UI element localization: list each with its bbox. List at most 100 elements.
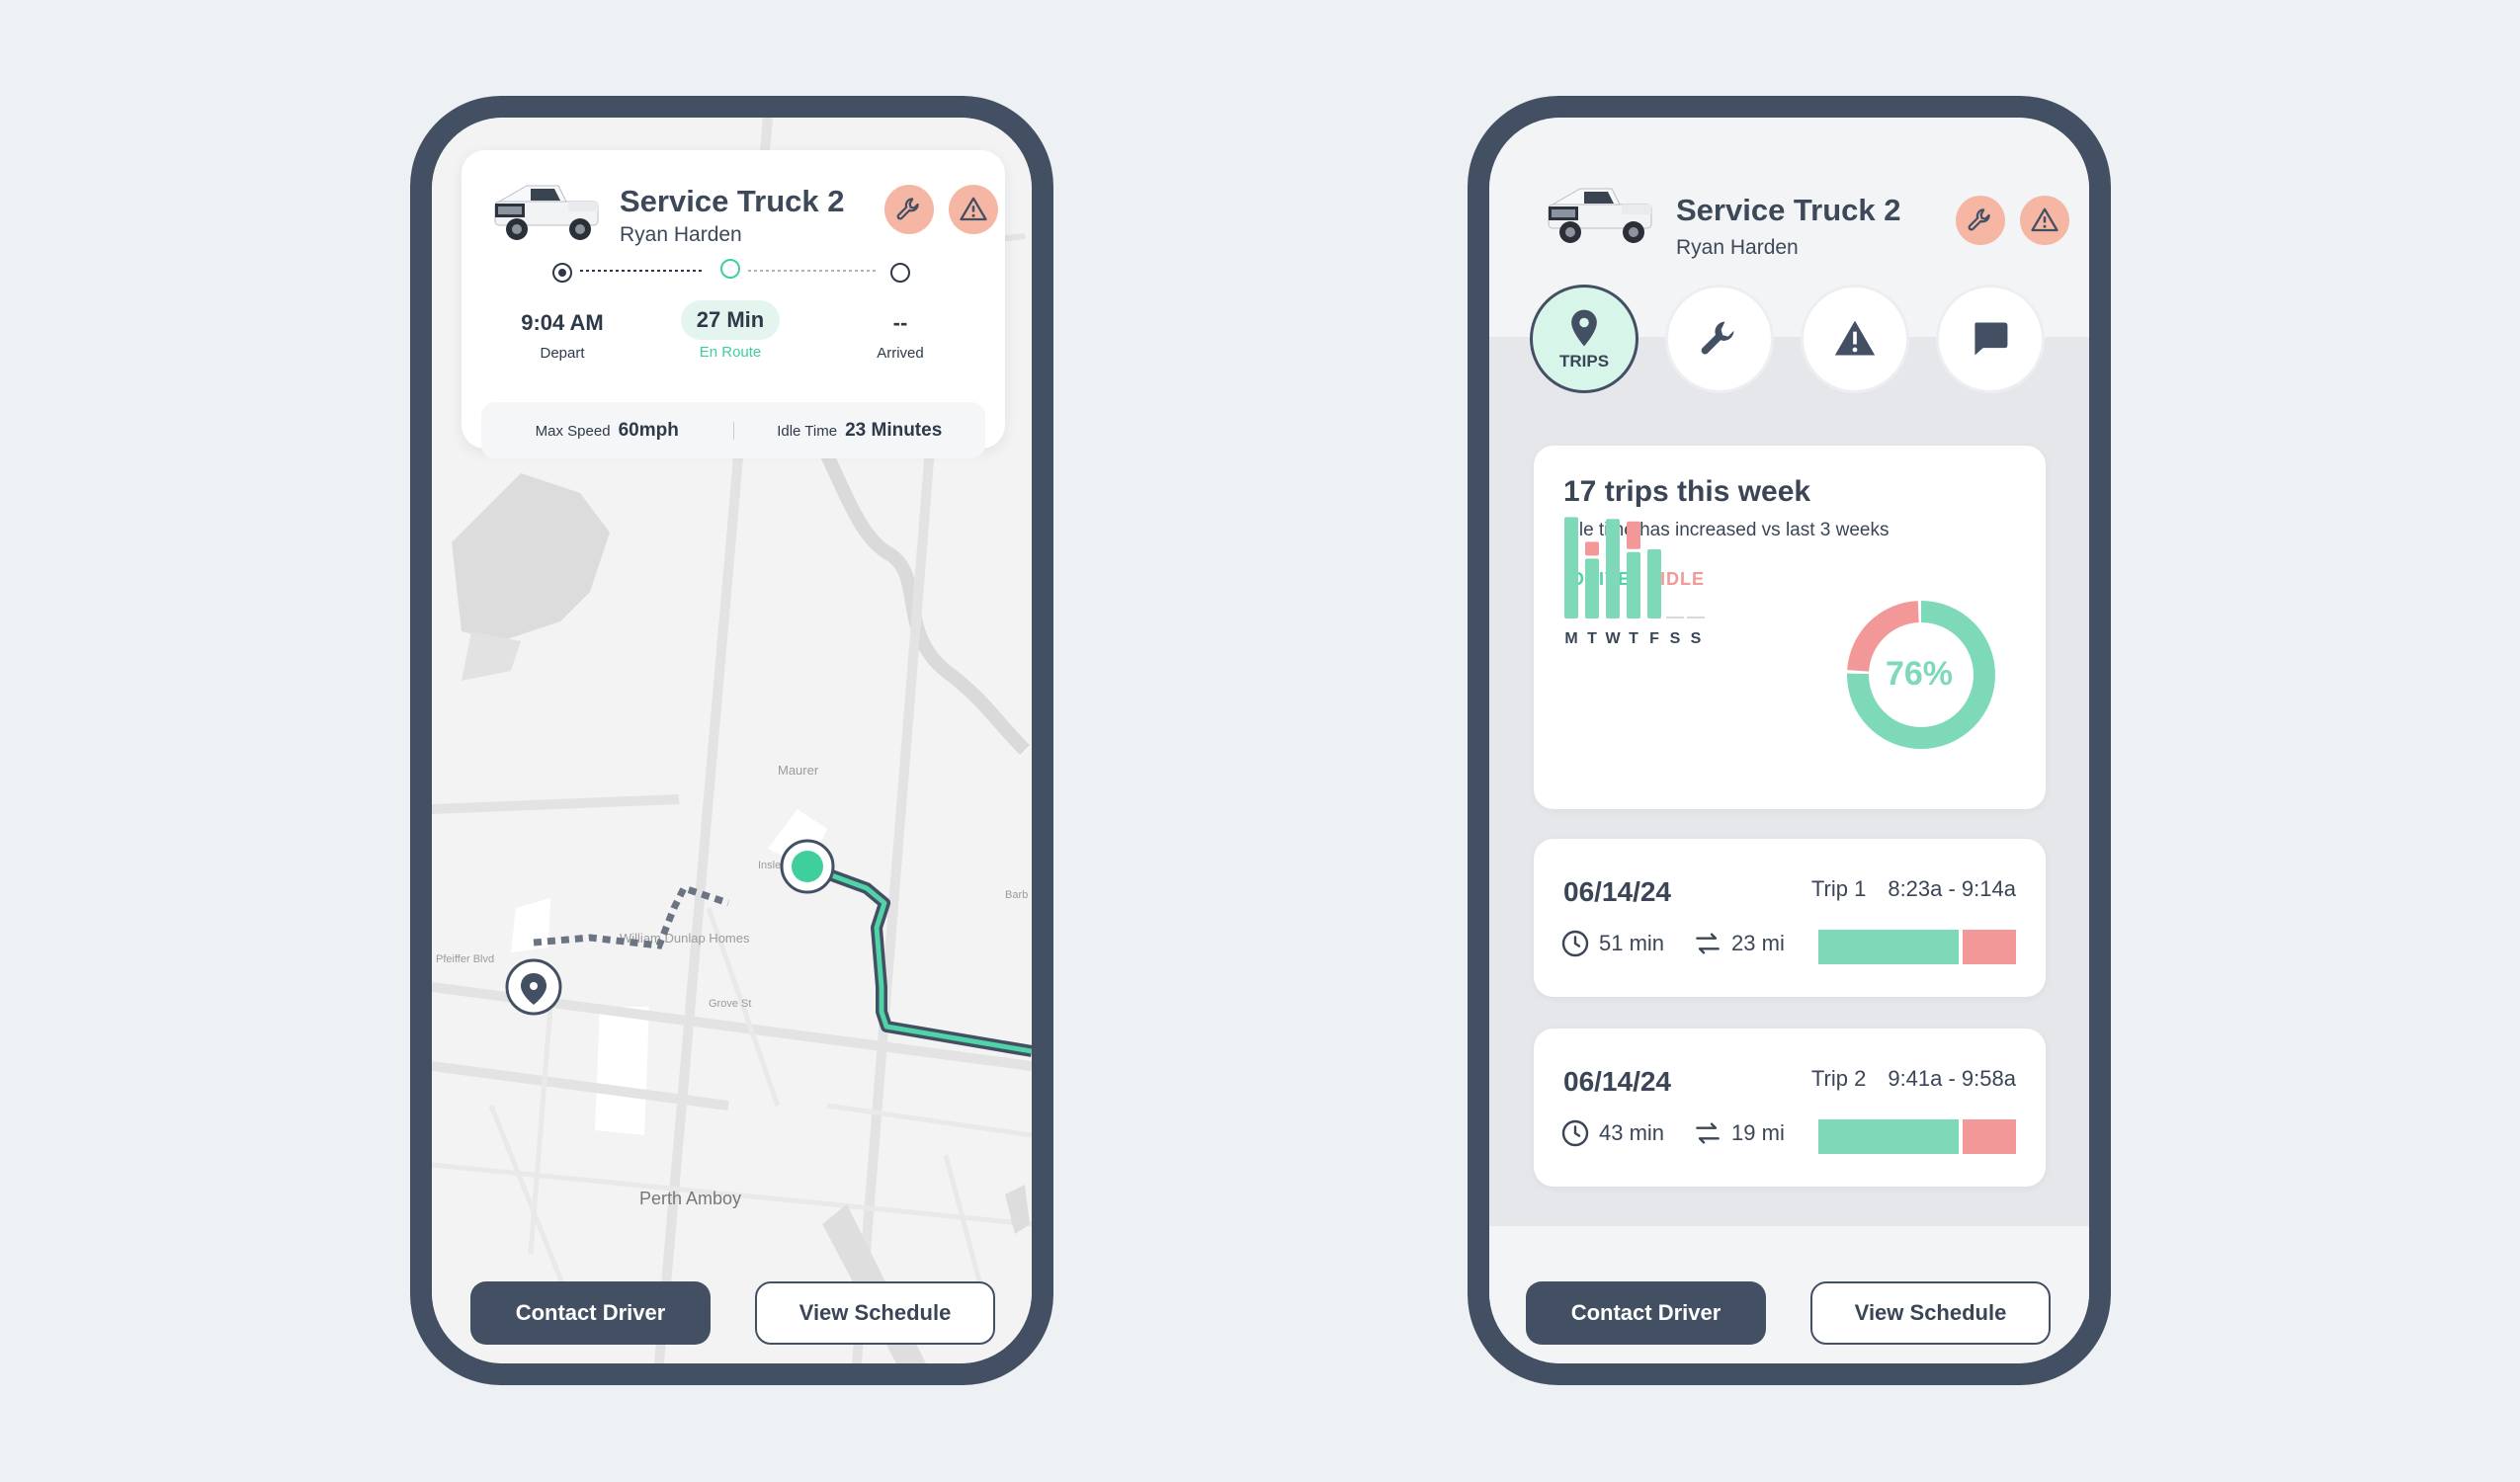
max-speed-stat: Max Speed 60mph (481, 420, 733, 442)
driver-name: Ryan Harden (1676, 236, 1799, 259)
view-schedule-button[interactable]: View Schedule (1810, 1281, 2051, 1345)
swap-arrows-icon (1696, 933, 1720, 954)
tab-maintenance[interactable] (1665, 285, 1774, 393)
vehicle-name: Service Truck 2 (1676, 193, 1901, 227)
contact-driver-button[interactable]: Contact Driver (470, 1281, 711, 1345)
legend-idle: IDLE (1660, 569, 1706, 589)
trip-distance: 19 mi (1731, 1120, 1785, 1145)
chart-day-label: T (1629, 630, 1638, 647)
trip-idle-segment (1963, 1119, 2016, 1154)
arrived-label: Arrived (877, 345, 924, 362)
trip-meta: 43 min 19 mi (1559, 1117, 1785, 1149)
truck-image (489, 174, 604, 245)
clock-icon (1561, 1119, 1589, 1147)
alert-badge[interactable] (949, 185, 998, 234)
map-screen: Maurer William Dunlap Homes Perth Amboy … (432, 118, 1032, 1363)
arrived-stop: -- Arrived (821, 300, 979, 362)
chart-day-label: S (1670, 630, 1681, 647)
idle-time-value: 23 Minutes (845, 419, 943, 441)
trip-card-1[interactable]: 06/14/24 Trip 1 8:23a - 9:14a 51 min 23 m… (1534, 839, 2046, 997)
trip-duration: 43 min (1599, 1120, 1665, 1145)
maintenance-badge[interactable] (884, 185, 934, 234)
trip-name: Trip 1 (1810, 876, 1867, 901)
maintenance-badge[interactable] (1956, 196, 2005, 245)
tab-trips-label: TRIPS (1558, 352, 1610, 370)
trip-name: Trip 2 (1810, 1066, 1867, 1091)
weekly-subtitle: Idle time has increased vs last 3 weeks (1563, 520, 1890, 540)
chat-bubble-icon (1974, 322, 2008, 356)
enroute-marker (720, 259, 740, 279)
donut-percent: 76% (1885, 655, 1954, 693)
trip-distance: 23 mi (1731, 931, 1785, 955)
tab-messages[interactable] (1936, 285, 2045, 393)
idle-time-stat: Idle Time 23 Minutes (734, 420, 986, 442)
trip-stats: Max Speed 60mph Idle Time 23 Minutes (481, 402, 985, 458)
trip-header: Trip 2 9:41a - 9:58a (1811, 1066, 2016, 1092)
donut-drive-slice (1847, 601, 1995, 749)
depart-stop: 9:04 AM Depart (483, 300, 641, 362)
weekly-summary-card: 17 trips this week Idle time has increas… (1534, 446, 2046, 809)
trip-time: 9:41a - 9:58a (1888, 1066, 2016, 1091)
weekly-title: 17 trips this week (1563, 475, 1811, 508)
enroute-stop: 27 Min En Route (651, 300, 809, 361)
chart-drive-bar (1564, 517, 1578, 618)
vehicle-name: Service Truck 2 (620, 184, 845, 218)
chart-day-label: S (1691, 630, 1702, 647)
trip-status-card: Service Truck 2 Ryan Harden (462, 150, 1005, 458)
chart-empty-bar (1687, 617, 1705, 618)
contact-driver-button[interactable]: Contact Driver (1526, 1281, 1766, 1345)
enroute-time: 27 Min (680, 300, 781, 340)
view-schedule-button[interactable]: View Schedule (755, 1281, 995, 1345)
chart-day-label: M (1564, 630, 1577, 647)
trip-drive-idle-bar (1818, 930, 2016, 964)
trip-idle-segment (1963, 930, 2016, 964)
arrived-marker (890, 263, 910, 283)
trip-time: 8:23a - 9:14a (1888, 876, 2016, 901)
phone-trips-view: Service Truck 2 Ryan Harden TRIPS 17 tri… (1468, 96, 2111, 1385)
chart-day-label: T (1587, 630, 1597, 647)
trip-header: Trip 1 8:23a - 9:14a (1811, 876, 2016, 902)
trip-date: 06/14/24 (1563, 876, 1671, 907)
max-speed-value: 60mph (618, 419, 679, 441)
chart-empty-bar (1666, 617, 1684, 618)
chart-drive-bar (1585, 558, 1599, 618)
trips-screen: Service Truck 2 Ryan Harden TRIPS 17 tri… (1489, 118, 2089, 1363)
wrench-icon (1968, 208, 1990, 231)
driver-name: Ryan Harden (620, 223, 742, 246)
trip-date: 06/14/24 (1563, 1066, 1671, 1097)
alert-badge[interactable] (2020, 196, 2069, 245)
map-label: Barb (1005, 889, 1028, 901)
map-label: Pfeiffer Blvd (436, 953, 494, 965)
trip-card-2[interactable]: 06/14/24 Trip 2 9:41a - 9:58a 43 min 19 m… (1534, 1029, 2046, 1187)
map-label: Maurer (778, 763, 819, 778)
idle-time-label: Idle Time (777, 422, 838, 440)
map-pin-icon (1571, 309, 1597, 347)
trip-duration: 51 min (1599, 931, 1665, 955)
depart-time: 9:04 AM (521, 310, 604, 335)
map-label: Perth Amboy (639, 1189, 741, 1208)
stats-divider (732, 421, 734, 440)
enroute-label: En Route (699, 344, 762, 361)
chart-drive-bar (1627, 551, 1640, 618)
chart-idle-bar (1627, 521, 1640, 549)
swap-arrows-icon (1696, 1122, 1720, 1144)
alert-triangle-icon (1834, 320, 1876, 356)
wrench-icon (896, 198, 919, 220)
chart-day-label: F (1649, 630, 1659, 647)
trip-drive-segment (1818, 930, 1959, 964)
clock-icon (1561, 930, 1589, 957)
alert-triangle-icon (2031, 207, 2058, 232)
alert-triangle-icon (960, 197, 987, 221)
chart-drive-bar (1606, 519, 1620, 618)
trip-meta: 51 min 23 mi (1559, 928, 1785, 959)
wrench-icon (1701, 321, 1734, 355)
map-label: William Dunlap Homes (620, 931, 750, 946)
depart-label: Depart (540, 345, 585, 362)
chart-drive-bar (1647, 549, 1661, 618)
tab-alerts[interactable] (1801, 285, 1909, 393)
trip-drive-idle-bar (1818, 1119, 2016, 1154)
arrived-time: -- (892, 310, 908, 335)
max-speed-label: Max Speed (535, 422, 611, 440)
tab-trips[interactable]: TRIPS (1530, 285, 1638, 393)
chart-idle-bar (1585, 541, 1599, 556)
